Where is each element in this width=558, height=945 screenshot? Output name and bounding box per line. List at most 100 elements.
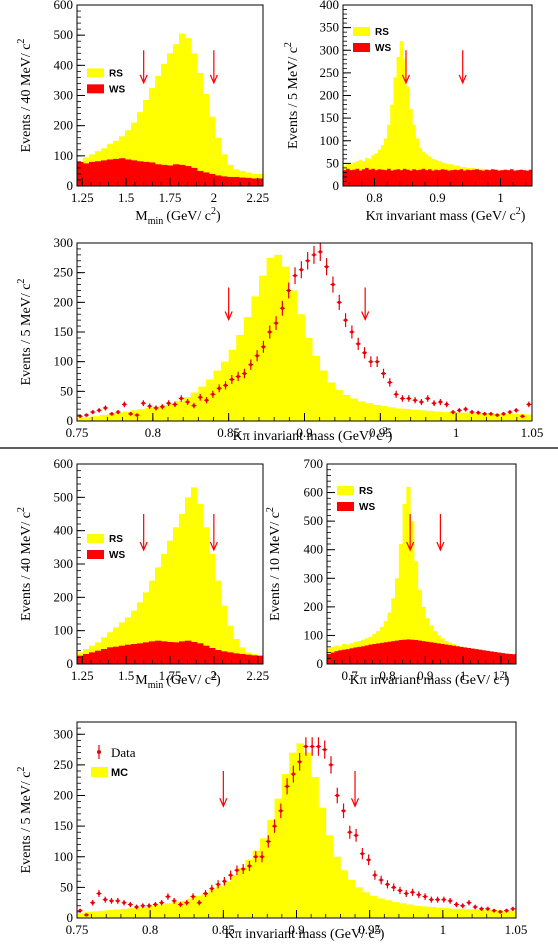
bar-ws — [334, 651, 339, 664]
bar-rs — [209, 554, 216, 664]
x-tick-label: 2.25 — [246, 190, 269, 205]
bar-mc — [428, 906, 436, 918]
bar-rs — [149, 87, 156, 186]
bar-ws — [245, 177, 252, 186]
bar-ws — [257, 178, 264, 186]
bar-mc — [84, 416, 93, 421]
bar-ws — [368, 644, 373, 664]
bar-rs — [380, 145, 385, 186]
bar-mc — [365, 403, 374, 421]
bar-ws — [101, 649, 108, 664]
bar-ws — [525, 170, 530, 186]
bar-ws — [497, 652, 502, 664]
bar-ws — [372, 644, 377, 664]
y-tick-label: 150 — [54, 324, 74, 339]
bar-ws — [390, 170, 394, 186]
bar-ws — [155, 164, 162, 186]
y-tick-label: 300 — [54, 556, 74, 571]
x-tick-label: 0.85 — [212, 922, 235, 937]
bar-ws — [493, 652, 498, 664]
y-tick-label: 600 — [54, 0, 74, 12]
y-tick-label: 200 — [54, 294, 74, 309]
bar-mc — [413, 905, 422, 918]
bar-ws — [358, 170, 363, 186]
data-point — [489, 412, 493, 416]
data-point — [461, 904, 465, 908]
y-axis-label: Events / 40 MeV/ c2 — [16, 39, 34, 153]
legend-label-rs: RS — [359, 486, 373, 497]
bar-rs — [179, 514, 186, 664]
bar-rs — [227, 625, 234, 664]
data-point — [457, 408, 461, 412]
data-point — [337, 300, 341, 304]
y-tick-label: 100 — [54, 148, 74, 163]
bar-mc — [213, 370, 222, 421]
bar-ws — [472, 169, 476, 186]
data-point — [369, 360, 373, 364]
bar-mc — [221, 361, 230, 421]
x-tick-label: 1.5 — [118, 190, 134, 205]
bar-mc — [494, 910, 502, 918]
bar-ws — [209, 648, 216, 664]
y-tick-label: 300 — [320, 42, 340, 57]
x-tick-label: 0.9 — [429, 190, 445, 205]
legend-label-ws: WS — [109, 550, 125, 561]
data-point — [148, 404, 152, 408]
legend-swatch-rs — [337, 486, 354, 495]
bar-ws — [345, 649, 351, 664]
data-point — [331, 282, 335, 287]
bar-ws — [424, 170, 429, 186]
data-point — [128, 902, 132, 907]
bar-mc — [77, 418, 85, 421]
bar-ws — [504, 653, 509, 664]
bar-mc — [135, 907, 144, 918]
selection-arrowhead — [361, 311, 370, 322]
bar-mc — [420, 906, 429, 918]
bar-ws — [191, 167, 198, 186]
data-point — [229, 873, 233, 877]
bar-ws — [519, 169, 523, 186]
x-tick-label: 0.8 — [142, 922, 158, 937]
bar-mc — [342, 394, 351, 421]
bar-mc — [509, 413, 518, 421]
selection-arrowhead — [139, 541, 148, 552]
bar-ws — [330, 652, 335, 664]
y-tick-label: 0 — [67, 910, 74, 925]
bar-ws — [500, 170, 505, 186]
bar-mc — [479, 910, 488, 918]
bar-ws — [497, 170, 501, 186]
data-point — [160, 405, 164, 409]
bar-ws — [437, 170, 442, 186]
bar-ws — [387, 641, 392, 664]
y-tick-label: 0 — [67, 413, 74, 428]
x-tick-label: 1.05 — [521, 425, 544, 440]
x-axis-label: Mmin (GeV/ c2) — [135, 670, 221, 691]
bar-ws — [463, 647, 468, 664]
data-point — [97, 891, 101, 896]
data-point — [134, 905, 139, 909]
bar-rs — [233, 639, 240, 664]
y-axis-label: Events / 5 MeV/ c2 — [16, 279, 34, 386]
bar-mc — [516, 413, 525, 421]
data-point — [236, 374, 240, 379]
bar-rs — [227, 164, 234, 186]
bar-rs — [131, 610, 138, 664]
bar-mc — [243, 317, 252, 421]
y-tick-label: 100 — [304, 627, 324, 642]
bar-mc — [472, 909, 480, 918]
x-tick-label: 1.75 — [159, 190, 182, 205]
data-point — [287, 288, 291, 293]
bar-ws — [425, 641, 430, 664]
bar-mc — [130, 410, 139, 421]
x-tick-label: 0.95 — [358, 922, 381, 937]
data-point — [223, 383, 228, 387]
data-point — [394, 392, 398, 396]
bar-rs — [209, 116, 216, 186]
bar-ws — [443, 169, 448, 186]
y-tick-label: 600 — [54, 456, 74, 471]
data-point — [178, 902, 183, 907]
bar-rs — [412, 124, 416, 186]
x-tick-label: 1.1 — [493, 668, 509, 683]
bar-ws — [503, 169, 508, 186]
bar-rs — [383, 138, 388, 186]
